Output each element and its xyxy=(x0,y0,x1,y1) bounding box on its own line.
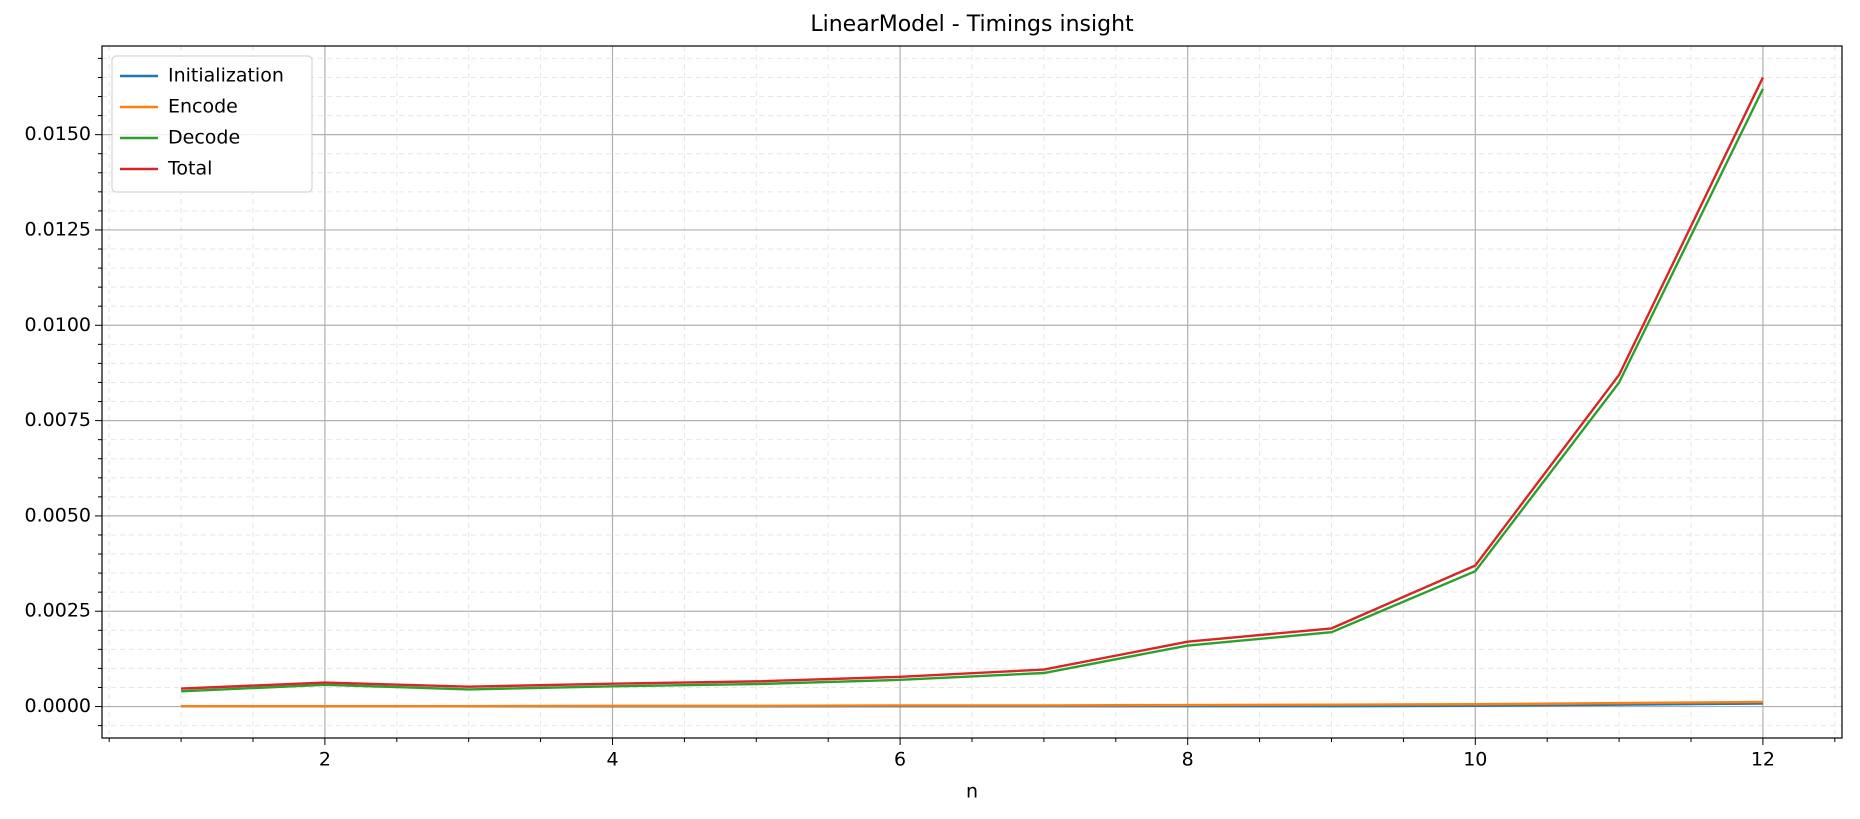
x-tick-label: 6 xyxy=(894,749,906,771)
legend-label: Encode xyxy=(168,96,238,118)
y-tick-label: 0.0125 xyxy=(25,218,91,240)
x-tick-label: 8 xyxy=(1182,749,1194,771)
plot-frame xyxy=(101,45,1843,739)
y-tick-label: 0.0150 xyxy=(25,123,91,145)
x-tick-label: 12 xyxy=(1751,749,1775,771)
y-tick-label: 0.0100 xyxy=(25,314,91,336)
legend-label: Initialization xyxy=(168,65,284,87)
legend-label: Decode xyxy=(168,127,240,149)
legend-box xyxy=(111,55,313,193)
x-tick-label: 4 xyxy=(606,749,618,771)
series-line xyxy=(181,700,1763,708)
legend-label: Total xyxy=(167,158,212,180)
y-tick-label: 0.0000 xyxy=(25,695,91,717)
x-tick-label: 2 xyxy=(319,749,331,771)
series-line xyxy=(181,88,1764,693)
y-tick-label: 0.0025 xyxy=(25,600,91,622)
y-tick-label: 0.0050 xyxy=(25,504,91,526)
chart-title: LinearModel - Timings insight xyxy=(810,12,1134,37)
x-axis-label: n xyxy=(966,781,978,803)
x-tick-label: 10 xyxy=(1463,749,1487,771)
series-line xyxy=(181,76,1764,690)
y-tick-label: 0.0075 xyxy=(25,409,91,431)
